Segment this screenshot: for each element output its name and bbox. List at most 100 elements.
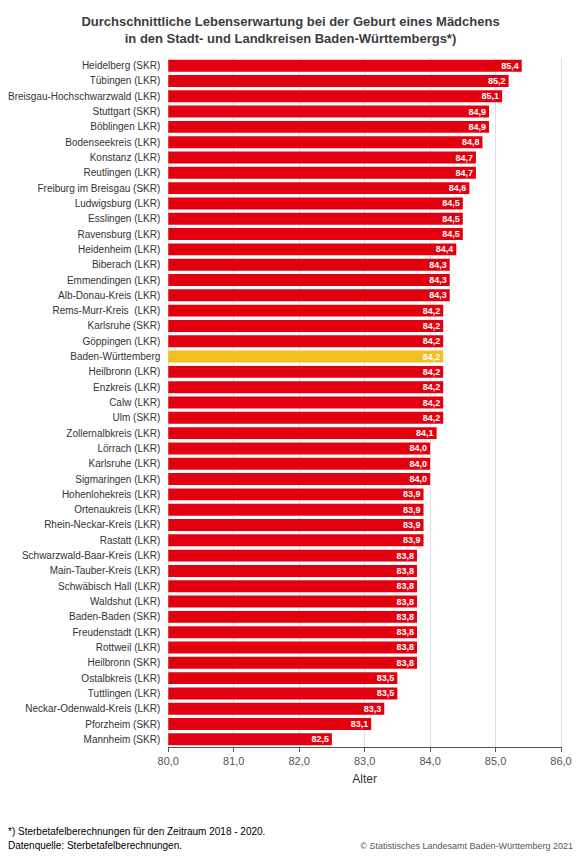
svg-text:Bodenseekreis (LKR): Bodenseekreis (LKR) (65, 137, 160, 148)
svg-text:84,6: 84,6 (449, 183, 467, 193)
svg-text:84,2: 84,2 (423, 367, 441, 377)
svg-text:83,8: 83,8 (396, 627, 414, 637)
svg-text:Calw (LKR): Calw (LKR) (109, 397, 160, 408)
svg-text:84,2: 84,2 (423, 413, 441, 423)
svg-text:83,8: 83,8 (396, 612, 414, 622)
svg-text:83,8: 83,8 (396, 658, 414, 668)
svg-text:Schwäbisch Hall (LKR): Schwäbisch Hall (LKR) (58, 581, 160, 592)
svg-text:80,0: 80,0 (158, 755, 179, 767)
svg-text:84,0: 84,0 (410, 443, 428, 453)
svg-text:84,2: 84,2 (423, 321, 441, 331)
svg-text:Enzkreis (LKR): Enzkreis (LKR) (93, 382, 160, 393)
svg-text:Heidelberg (SKR): Heidelberg (SKR) (82, 60, 160, 71)
svg-text:83,8: 83,8 (396, 551, 414, 561)
svg-text:Neckar-Odenwald-Kreis (LKR): Neckar-Odenwald-Kreis (LKR) (25, 703, 160, 714)
svg-text:Heilbronn (SKR): Heilbronn (SKR) (87, 657, 160, 668)
svg-text:84,0: 84,0 (410, 459, 428, 469)
svg-text:Baden-Baden (SKR): Baden-Baden (SKR) (69, 611, 160, 622)
svg-text:Ravensburg (LKR): Ravensburg (LKR) (77, 229, 160, 240)
svg-text:83,9: 83,9 (403, 535, 421, 545)
svg-text:Ostalbkreis (LKR): Ostalbkreis (LKR) (81, 673, 160, 684)
svg-text:84,5: 84,5 (442, 198, 460, 208)
svg-text:Ulm (SKR): Ulm (SKR) (112, 412, 160, 423)
svg-text:Main-Tauber-Kreis (LKR): Main-Tauber-Kreis (LKR) (50, 565, 161, 576)
svg-text:Heilbronn (LKR): Heilbronn (LKR) (89, 366, 161, 377)
svg-text:84,1: 84,1 (416, 428, 434, 438)
svg-text:84,4: 84,4 (436, 244, 454, 254)
svg-text:84,0: 84,0 (410, 474, 428, 484)
svg-text:Böblingen LKR): Böblingen LKR) (90, 121, 160, 132)
svg-text:84,7: 84,7 (455, 168, 473, 178)
svg-text:Rottweil (LKR): Rottweil (LKR) (96, 642, 160, 653)
svg-text:85,0: 85,0 (485, 755, 506, 767)
svg-text:84,5: 84,5 (442, 229, 460, 239)
svg-text:82,5: 82,5 (311, 734, 329, 744)
svg-text:Rhein-Neckar-Kreis (LKR): Rhein-Neckar-Kreis (LKR) (44, 519, 160, 530)
svg-text:84,2: 84,2 (423, 306, 441, 316)
svg-text:Baden-Württemberg: Baden-Württemberg (70, 351, 160, 362)
svg-text:Stuttgart (SKR): Stuttgart (SKR) (92, 106, 160, 117)
svg-text:84,3: 84,3 (429, 260, 447, 270)
svg-text:Alter: Alter (352, 772, 377, 786)
svg-text:Ortenaukreis (LKR): Ortenaukreis (LKR) (74, 504, 160, 515)
svg-text:Biberach (LKR): Biberach (LKR) (92, 259, 160, 270)
svg-text:Tuttlingen (LKR): Tuttlingen (LKR) (88, 688, 160, 699)
svg-text:84,3: 84,3 (429, 290, 447, 300)
svg-text:Sigmaringen (LKR): Sigmaringen (LKR) (75, 474, 160, 485)
svg-text:83,8: 83,8 (396, 597, 414, 607)
svg-text:84,2: 84,2 (423, 398, 441, 408)
svg-text:Konstanz (LKR): Konstanz (LKR) (90, 152, 161, 163)
svg-text:Mannheim (SKR): Mannheim (SKR) (84, 734, 161, 745)
svg-text:83,5: 83,5 (377, 673, 395, 683)
svg-text:Karlsruhe (LKR): Karlsruhe (LKR) (89, 458, 161, 469)
svg-text:Freudenstadt (LKR): Freudenstadt (LKR) (72, 627, 160, 638)
svg-text:Schwarzwald-Baar-Kreis (LKR): Schwarzwald-Baar-Kreis (LKR) (22, 550, 160, 561)
svg-text:Lörrach (LKR): Lörrach (LKR) (97, 443, 160, 454)
svg-text:Rems-Murr-Kreis (LKR): Rems-Murr-Kreis (LKR) (52, 305, 160, 316)
svg-text:83,8: 83,8 (396, 642, 414, 652)
svg-text:85,4: 85,4 (501, 61, 519, 71)
svg-text:83,0: 83,0 (354, 755, 375, 767)
svg-text:84,7: 84,7 (455, 153, 473, 163)
svg-text:in den Stadt- und Landkreisen: in den Stadt- und Landkreisen Baden-Würt… (125, 31, 457, 46)
svg-text:83,8: 83,8 (396, 566, 414, 576)
svg-text:Tübingen (LKR): Tübingen (LKR) (90, 75, 161, 86)
svg-text:85,1: 85,1 (482, 91, 500, 101)
svg-text:84,2: 84,2 (423, 382, 441, 392)
svg-text:81,0: 81,0 (223, 755, 244, 767)
svg-text:86,0: 86,0 (550, 755, 571, 767)
svg-text:84,9: 84,9 (468, 107, 486, 117)
svg-text:85,2: 85,2 (488, 76, 506, 86)
svg-text:Waldshut (LKR): Waldshut (LKR) (90, 596, 160, 607)
svg-text:84,3: 84,3 (429, 275, 447, 285)
svg-text:83,9: 83,9 (403, 520, 421, 530)
svg-text:84,2: 84,2 (423, 352, 441, 362)
svg-text:83,9: 83,9 (403, 489, 421, 499)
svg-text:Rastatt (LKR): Rastatt (LKR) (100, 535, 161, 546)
svg-text:Durchschnittliche Lebenserwart: Durchschnittliche Lebenserwartung bei de… (81, 14, 499, 29)
svg-text:Alb-Donau-Kreis (LKR): Alb-Donau-Kreis (LKR) (58, 290, 160, 301)
svg-text:84,2: 84,2 (423, 336, 441, 346)
svg-text:83,5: 83,5 (377, 688, 395, 698)
svg-text:Pforzheim (SKR): Pforzheim (SKR) (85, 719, 160, 730)
svg-text:82,0: 82,0 (288, 755, 309, 767)
svg-text:Karlsruhe (SKR): Karlsruhe (SKR) (87, 320, 160, 331)
svg-text:83,8: 83,8 (396, 581, 414, 591)
svg-text:Datenquelle: Sterbetafelberech: Datenquelle: Sterbetafelberechnungen. (8, 840, 182, 851)
svg-text:83,1: 83,1 (351, 719, 369, 729)
svg-text:Emmendingen (LKR): Emmendingen (LKR) (67, 275, 160, 286)
svg-text:84,8: 84,8 (462, 137, 480, 147)
svg-text:Esslingen (LKR): Esslingen (LKR) (88, 213, 160, 224)
svg-text:Reutlingen (LKR): Reutlingen (LKR) (84, 167, 161, 178)
svg-text:Ludwigsburg (LKR): Ludwigsburg (LKR) (75, 198, 161, 209)
svg-text:84,9: 84,9 (468, 122, 486, 132)
svg-text:83,3: 83,3 (364, 704, 382, 714)
svg-text:Breisgau-Hochschwarzwald (LKR): Breisgau-Hochschwarzwald (LKR) (8, 91, 160, 102)
svg-text:84,0: 84,0 (419, 755, 440, 767)
svg-text:Göppingen (LKR): Göppingen (LKR) (82, 336, 160, 347)
svg-text:83,9: 83,9 (403, 505, 421, 515)
svg-text:*) Sterbetafelberechnungen für: *) Sterbetafelberechnungen für den Zeitr… (8, 826, 265, 837)
svg-text:Heidenheim (LKR): Heidenheim (LKR) (78, 244, 160, 255)
svg-text:Zollernalbkreis (LKR): Zollernalbkreis (LKR) (66, 428, 160, 439)
svg-text:Hohenlohekreis (LKR): Hohenlohekreis (LKR) (62, 489, 160, 500)
